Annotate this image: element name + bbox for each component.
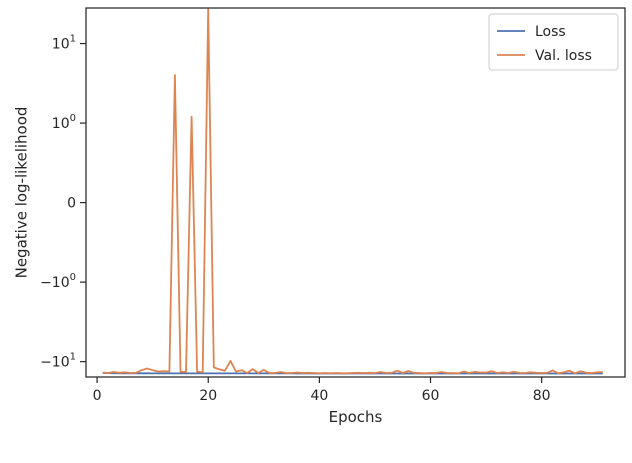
x-tick-label: 40: [310, 388, 328, 404]
x-tick-label: 0: [93, 388, 102, 404]
y-axis-label: Negative log-likelihood: [12, 107, 30, 279]
legend: Loss Val. loss: [488, 13, 619, 71]
y-tick-label: 101: [52, 34, 76, 53]
y-axis-ticks: −101 −100 0 100 101: [40, 34, 86, 371]
series-line-val-loss: [102, 8, 603, 375]
y-tick-label: 100: [52, 113, 76, 132]
x-axis-label: Epochs: [329, 408, 383, 426]
y-tick-label: −100: [40, 272, 76, 291]
x-axis-ticks: 0 20 40 60 80: [93, 377, 551, 404]
x-tick-label: 80: [533, 388, 551, 404]
x-tick-label: 60: [422, 388, 440, 404]
y-tick-label: 0: [67, 196, 76, 212]
legend-label-val-loss: Val. loss: [535, 48, 592, 64]
y-tick-label: −101: [40, 352, 76, 371]
plot-series: [102, 8, 603, 375]
legend-label-loss: Loss: [535, 24, 566, 40]
legend-box: [488, 13, 619, 71]
plot-frame: [85, 7, 626, 378]
x-tick-label: 20: [199, 388, 217, 404]
